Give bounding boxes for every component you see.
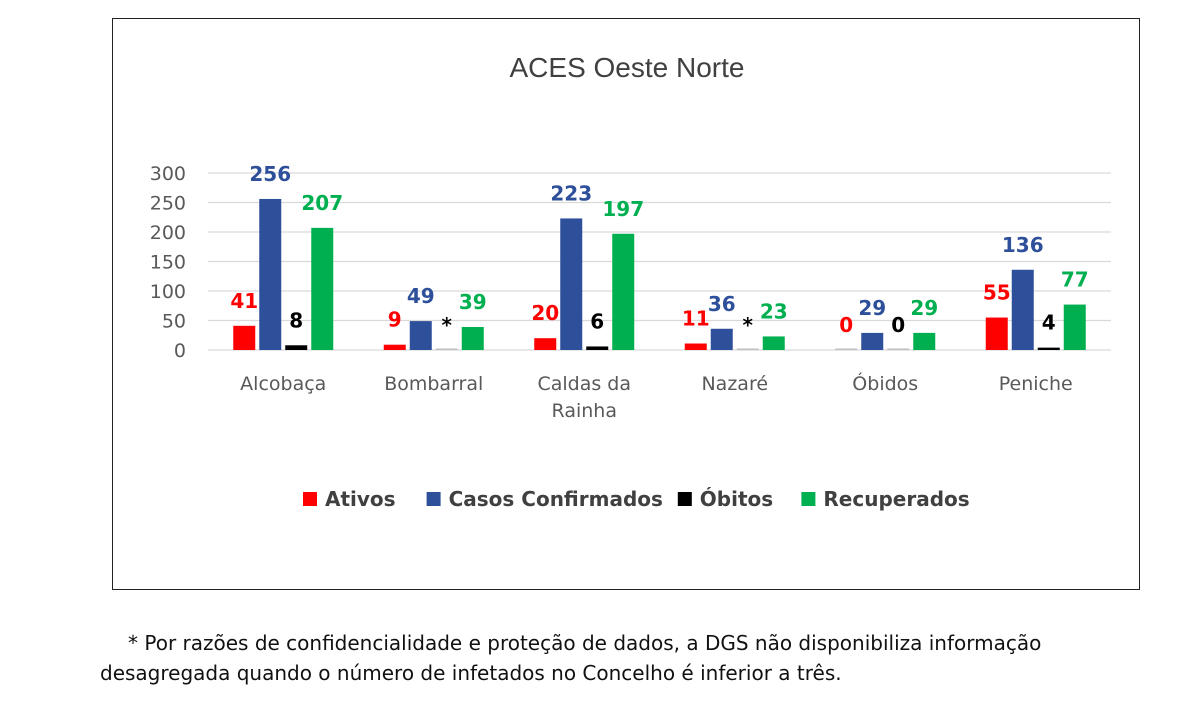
data-label: 36: [708, 292, 736, 316]
legend-label: Óbitos: [700, 487, 773, 511]
y-tick-label: 150: [150, 252, 186, 274]
category-label: Caldas da: [537, 373, 631, 395]
data-label: 29: [858, 296, 886, 320]
bar-ativos: [684, 343, 707, 350]
y-tick-label: 0: [174, 340, 186, 362]
data-label: 197: [602, 197, 644, 221]
bar-óbitos: [887, 348, 910, 350]
data-label: 8: [289, 308, 303, 332]
data-label: *: [442, 313, 453, 337]
bar-ativos: [233, 325, 256, 350]
legend-label: Casos Confirmados: [449, 487, 663, 511]
data-label: 4: [1042, 311, 1056, 335]
bar-casos-confirmados: [560, 218, 583, 350]
bar-casos-confirmados: [861, 332, 884, 350]
data-label: 9: [388, 308, 402, 332]
chart-frame: ACES Oeste Norte 0 50 100 150 200 250 300 41 256 8…: [112, 18, 1140, 590]
data-label: 0: [839, 313, 853, 337]
y-tick-label: 250: [150, 193, 186, 215]
bar-óbitos: [1037, 347, 1060, 350]
data-label: 29: [910, 296, 938, 320]
data-label: 41: [230, 289, 258, 313]
category-label: Óbidos: [852, 371, 918, 395]
bar-recuperados: [913, 332, 936, 350]
legend-swatch: [801, 492, 816, 506]
bar-óbitos: [435, 348, 458, 350]
category-label: Bombarral: [384, 373, 483, 395]
bar-recuperados: [762, 336, 785, 350]
data-label: 39: [459, 290, 487, 314]
data-label: 136: [1002, 233, 1044, 257]
bar-casos-confirmados: [1011, 269, 1034, 350]
y-tick-label: 50: [162, 311, 186, 333]
data-label: 223: [550, 181, 592, 205]
y-tick-label: 200: [150, 222, 186, 244]
legend-label: Ativos: [325, 487, 396, 511]
y-tick-label: 100: [150, 281, 186, 303]
data-label: 23: [760, 299, 788, 323]
category-label: Alcobaça: [240, 373, 326, 395]
legend-label: Recuperados: [823, 487, 969, 511]
category-label: Rainha: [552, 400, 617, 422]
bar-ativos: [835, 348, 858, 350]
data-label: 77: [1061, 268, 1089, 292]
data-label: 11: [682, 307, 710, 331]
legend-swatch: [303, 492, 317, 506]
bar-óbitos: [586, 346, 609, 350]
bar-casos-confirmados: [409, 321, 432, 350]
y-tick-label: 300: [150, 163, 186, 185]
bar-óbitos: [285, 345, 308, 350]
footnote-line-1: * Por razões de confidencialidade e prot…: [128, 631, 1042, 655]
legend-swatch: [426, 492, 441, 506]
data-label: 0: [891, 313, 905, 337]
bar-recuperados: [1063, 304, 1086, 350]
chart-title: ACES Oeste Norte: [510, 52, 745, 83]
bar-ativos: [534, 338, 557, 350]
footnote: * Por razões de confidencialidade e prot…: [100, 628, 1160, 688]
data-label: 49: [407, 284, 435, 308]
data-label: 6: [590, 309, 604, 333]
bar-ativos: [383, 344, 406, 350]
bar-casos-confirmados: [259, 198, 282, 350]
legend-swatch: [677, 492, 692, 506]
data-label: *: [743, 313, 754, 337]
footnote-line-2: desagregada quando o número de infetados…: [100, 661, 842, 685]
data-label: 256: [249, 162, 291, 186]
data-label: 55: [983, 281, 1011, 305]
category-label: Peniche: [999, 373, 1073, 395]
bar-ativos: [985, 317, 1008, 350]
bar-óbitos: [736, 348, 759, 350]
data-label: 20: [531, 301, 559, 325]
bar-recuperados: [612, 233, 635, 350]
bar-recuperados: [311, 227, 334, 350]
data-label: 207: [301, 191, 343, 215]
bar-recuperados: [461, 326, 484, 350]
bar-casos-confirmados: [710, 328, 733, 350]
bar-chart: ACES Oeste Norte050100150200250300412568…: [150, 52, 1111, 511]
category-label: Nazaré: [701, 373, 768, 395]
